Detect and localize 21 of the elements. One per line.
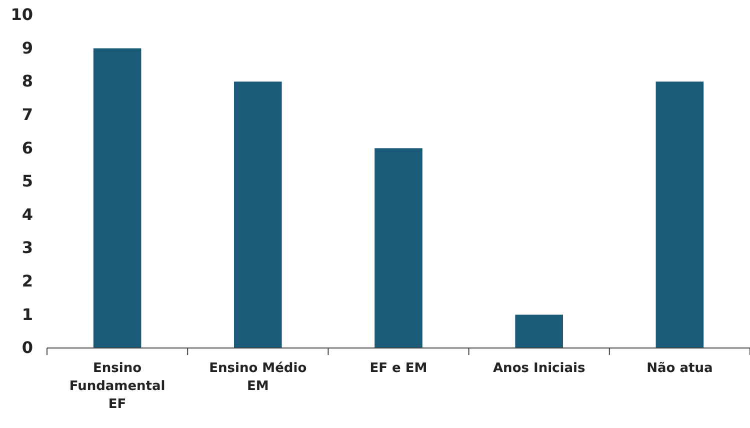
- y-tick-label: 10: [10, 5, 33, 24]
- y-tick-label: 8: [22, 72, 33, 91]
- bar: [93, 48, 142, 348]
- y-tick-label: 6: [22, 138, 33, 158]
- bar: [656, 82, 704, 348]
- y-tick-label: 2: [22, 272, 33, 291]
- y-tick-label: 0: [22, 338, 33, 358]
- x-tick-label: EF e EM: [370, 361, 428, 376]
- y-tick-label: 5: [22, 172, 33, 191]
- x-tick-label: Ensino Médio EM: [209, 361, 307, 394]
- x-tick-label: Anos Iniciais: [493, 361, 586, 376]
- bar: [374, 148, 422, 348]
- bar: [234, 82, 282, 348]
- x-tick-label: Não atua: [646, 361, 713, 376]
- y-tick-label: 7: [22, 105, 33, 124]
- y-tick-label: 4: [22, 204, 33, 224]
- y-tick-label: 3: [22, 238, 33, 258]
- bar: [515, 314, 563, 348]
- y-tick-label: 9: [22, 38, 33, 58]
- x-tick-label: Ensino Fundamental EF: [69, 361, 166, 412]
- y-tick-label: 1: [22, 304, 33, 324]
